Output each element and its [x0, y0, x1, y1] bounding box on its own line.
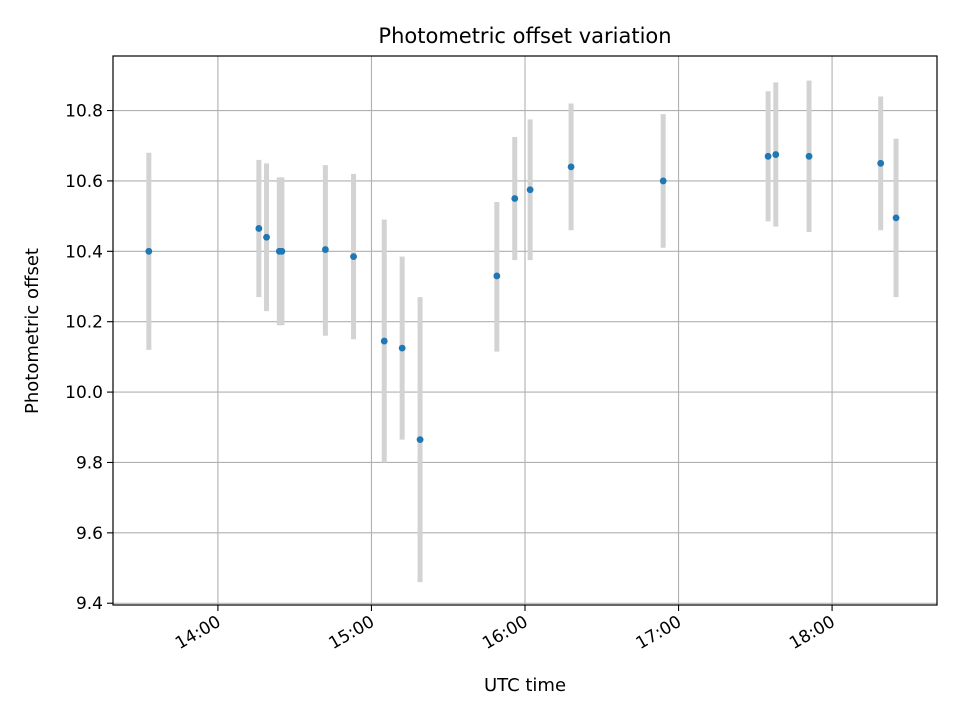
data-point [764, 152, 772, 160]
data-point [321, 246, 329, 253]
x-axis-label: UTC time [484, 675, 566, 696]
x-tick-label: 18:00 [786, 612, 838, 654]
data-point [772, 151, 780, 158]
y-tick-label: 10.2 [65, 313, 103, 333]
x-tick-label: 17:00 [633, 612, 685, 654]
y-axis-label: Photometric offset [22, 248, 43, 414]
data-point [493, 272, 501, 280]
chart-title: Photometric offset variation [378, 24, 671, 48]
x-tick-label: 14:00 [172, 612, 224, 654]
data-point [511, 195, 519, 202]
data-point [567, 163, 575, 171]
y-axis: 9.4 9.6 9.8 10.0 10.2 10.4 10.6 10.8 [65, 102, 113, 614]
data-point [416, 436, 424, 443]
data-point [659, 177, 667, 185]
x-tick-label: 15:00 [326, 612, 378, 654]
y-tick-label: 10.0 [65, 383, 103, 403]
data-point [263, 233, 270, 241]
data-point [350, 253, 357, 260]
data-point [380, 337, 388, 345]
x-tick-label: 16:00 [479, 612, 531, 654]
y-tick-label: 9.6 [76, 524, 103, 544]
data-point [526, 186, 534, 194]
y-tick-label: 9.4 [76, 594, 103, 614]
data-points [145, 151, 900, 443]
data-point [877, 159, 885, 167]
x-axis: 14:00 15:00 16:00 17:00 18:00 [172, 605, 839, 654]
y-tick-label: 10.4 [65, 242, 103, 262]
error-bars [146, 80, 899, 583]
data-point [892, 214, 900, 222]
grid-lines [113, 56, 937, 605]
data-point [398, 344, 406, 352]
data-point [255, 225, 263, 232]
y-tick-label: 10.6 [65, 172, 103, 192]
data-point [805, 152, 813, 160]
data-point [145, 247, 153, 255]
y-tick-label: 9.8 [76, 453, 103, 473]
y-tick-label: 10.8 [65, 102, 103, 122]
data-point [278, 247, 286, 255]
